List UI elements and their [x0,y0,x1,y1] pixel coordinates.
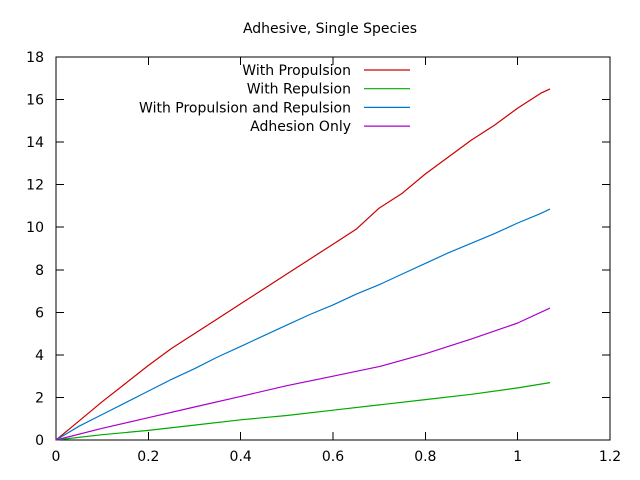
y-tick-label: 18 [26,50,44,66]
y-tick-label: 10 [26,220,44,236]
x-tick-label: 0.2 [137,449,159,465]
series-layer [55,88,551,441]
x-tick-label: 0.6 [322,449,344,465]
y-tick-label: 0 [35,433,44,449]
series-line-with-repulsion [55,382,551,441]
chart-title: Adhesive, Single Species [243,21,417,37]
legend-label-with-propulsion: With Propulsion [242,63,351,79]
x-tick-label: 1 [513,449,522,465]
plot-axes: 0 0.2 0.4 0.6 0.8 1 1.2 0 2 4 6 8 10 12 14 16 18 [26,50,621,465]
series-line-with-propulsion-and-repulsion [55,208,551,441]
y-tick-label: 16 [26,93,44,109]
x-tick-label: 0.4 [230,449,252,465]
series-line-with-propulsion [55,88,551,441]
x-tick-label: 1.2 [599,449,621,465]
legend: With Propulsion With Repulsion With Propul… [139,63,410,135]
y-tick-label: 2 [35,390,44,406]
y-tick-label: 8 [35,263,44,279]
y-tick-label: 6 [35,305,44,321]
y-tick-label: 4 [35,348,44,364]
series-line-adhesion-only [55,307,551,441]
legend-label-with-repulsion: With Repulsion [247,82,351,98]
legend-label-with-propulsion-and-repulsion: With Propulsion and Repulsion [139,100,351,116]
x-tick-label: 0.8 [414,449,436,465]
x-tick-label: 0 [52,449,61,465]
y-tick-label: 14 [26,135,44,151]
legend-label-adhesion-only: Adhesion Only [250,119,351,135]
y-tick-label: 12 [26,178,44,194]
